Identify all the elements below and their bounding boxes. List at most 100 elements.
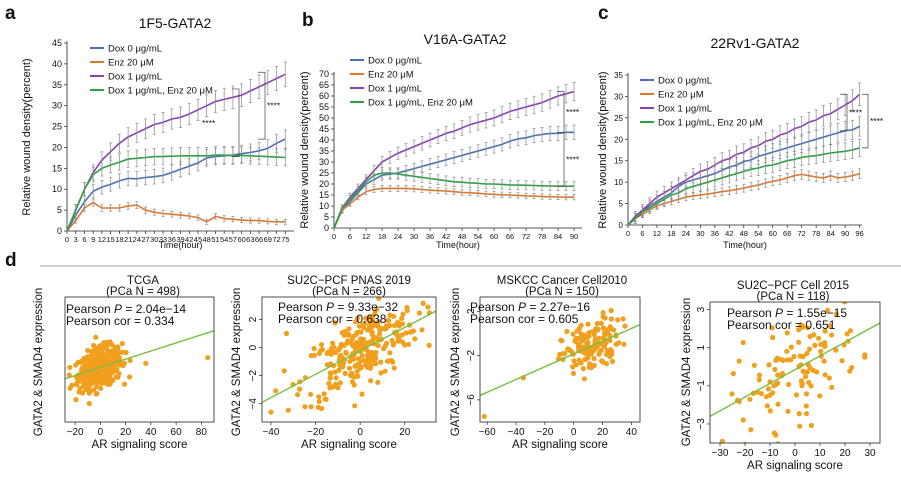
scatter-point: [788, 344, 794, 350]
scatter-point: [404, 291, 409, 296]
scatter-point: [804, 325, 811, 331]
pearson-cor-text: Pearson cor = 0.651: [727, 318, 836, 332]
series-4: [66, 146, 287, 232]
scatter-point: [346, 365, 353, 371]
y-tick-label: 25: [319, 168, 329, 178]
scatter-point: [391, 365, 397, 371]
scatter-point: [342, 370, 348, 376]
y-tick-label: −6: [466, 394, 477, 406]
scatter-point: [351, 374, 357, 380]
x-tick-label: −40: [508, 427, 525, 438]
x-axis-label: Time(hour): [436, 240, 480, 250]
scatter-point: [800, 368, 806, 374]
x-tick-label: 0: [98, 427, 104, 438]
x-tick-label: 0: [357, 427, 363, 438]
legend-entry: Enz 20 μM: [658, 90, 704, 101]
y-tick-label: 5: [619, 200, 624, 209]
scatter-point: [839, 358, 845, 364]
scatter-point: [111, 363, 117, 369]
scatter-point: [844, 331, 850, 337]
x-tick-label: 6: [640, 229, 644, 238]
series-4: [627, 138, 862, 226]
scatter-point: [796, 411, 802, 417]
scatter-point: [375, 319, 382, 325]
x-tick-label: 60: [490, 232, 498, 241]
x-axis-label: AR signaling score: [747, 460, 843, 472]
y-tick-label: 3: [696, 306, 707, 312]
scatter-point: [779, 370, 786, 377]
scatter-point: [377, 331, 383, 337]
y-tick-label: 35: [319, 146, 329, 156]
x-tick-label: 66: [506, 232, 514, 241]
scatter-title: SU2C−PCF PNAS 2019: [287, 275, 411, 287]
scatter-point: [736, 358, 742, 364]
scatter-point: [108, 378, 114, 384]
regression-line: [261, 310, 437, 403]
scatter-point: [93, 334, 99, 340]
scatter-point: [747, 396, 753, 402]
scatter-point: [576, 357, 582, 363]
scatter-point: [387, 323, 393, 329]
x-tick-label: 24: [394, 232, 402, 241]
scatter-point: [327, 385, 333, 391]
legend-entry: Enz 20 μM: [108, 58, 154, 69]
x-tick-label: 20: [839, 448, 851, 459]
scatter-point: [796, 327, 802, 333]
scatter-point: [602, 315, 608, 321]
scatter-point: [396, 335, 402, 342]
scatter-point: [383, 340, 390, 346]
x-tick-label: −20: [536, 427, 553, 438]
scatter-chart-4: SU2C−PCF Cell 2015(PCa N = 118) Pearson P…: [681, 280, 881, 472]
x-tick-label: 84: [554, 232, 562, 241]
scatter-point: [333, 375, 339, 381]
scatter-point: [402, 342, 408, 348]
x-tick-label: −20: [67, 427, 84, 438]
scatter-point: [352, 403, 358, 409]
scatter-point: [77, 378, 83, 384]
y-tick-label: 15: [614, 157, 623, 166]
scatter-point: [600, 325, 607, 331]
scatter-point: [420, 300, 426, 306]
series-2: [333, 184, 576, 229]
legend-entry: Dox 1 μg/mL, Enz 20 μM: [108, 86, 213, 97]
scatter-point: [332, 320, 338, 326]
scatter-point: [772, 366, 778, 373]
panel-letter-d: d: [5, 250, 17, 271]
line-chart-c: 0 5 10 15 20 25 30 35 0 6 12 18 24 30 36 42 48 54 60 66 72 78…: [597, 71, 884, 250]
scatter-point: [83, 366, 89, 372]
scatter-point: [96, 377, 102, 383]
scatter-point: [99, 350, 105, 356]
scatter-point: [596, 335, 602, 341]
scatter-point: [127, 374, 133, 380]
scatter-point: [341, 430, 346, 435]
x-tick-label: 27: [141, 235, 149, 244]
scatter-point: [786, 381, 792, 388]
scatter-title: MSKCC Cancer Cell2010: [497, 275, 627, 287]
pearson-p-text: Pearson P = 2.27e−16: [470, 300, 590, 314]
x-tick-label: 48: [458, 232, 466, 241]
scatter-point: [391, 322, 397, 329]
scatter-point: [85, 347, 91, 354]
scatter-point: [822, 372, 828, 378]
scatter-point: [114, 366, 120, 373]
scatter-point: [374, 306, 380, 312]
scatter-point: [93, 345, 99, 352]
scatter-point: [598, 320, 604, 326]
scatter-point: [780, 357, 786, 363]
scatter-point: [281, 368, 287, 374]
x-tick-label: 90: [841, 229, 849, 238]
scatter-point: [99, 354, 105, 360]
y-tick-label: 10: [319, 201, 329, 211]
scatter-point: [283, 330, 290, 337]
scatter-point: [814, 369, 820, 375]
legend-entry: Dox 0 μg/mL: [658, 76, 712, 87]
scatter-point: [330, 340, 336, 346]
x-axis-label: AR signaling score: [92, 439, 188, 451]
y-tick-label: 10: [52, 184, 62, 194]
legend-entry: Dox 1 μg/mL: [658, 104, 712, 115]
scatter-point: [343, 349, 349, 355]
y-tick-label: 60: [319, 91, 329, 101]
x-tick-label: −10: [762, 448, 779, 459]
scatter-point: [331, 344, 337, 350]
scatter-point: [730, 371, 737, 377]
